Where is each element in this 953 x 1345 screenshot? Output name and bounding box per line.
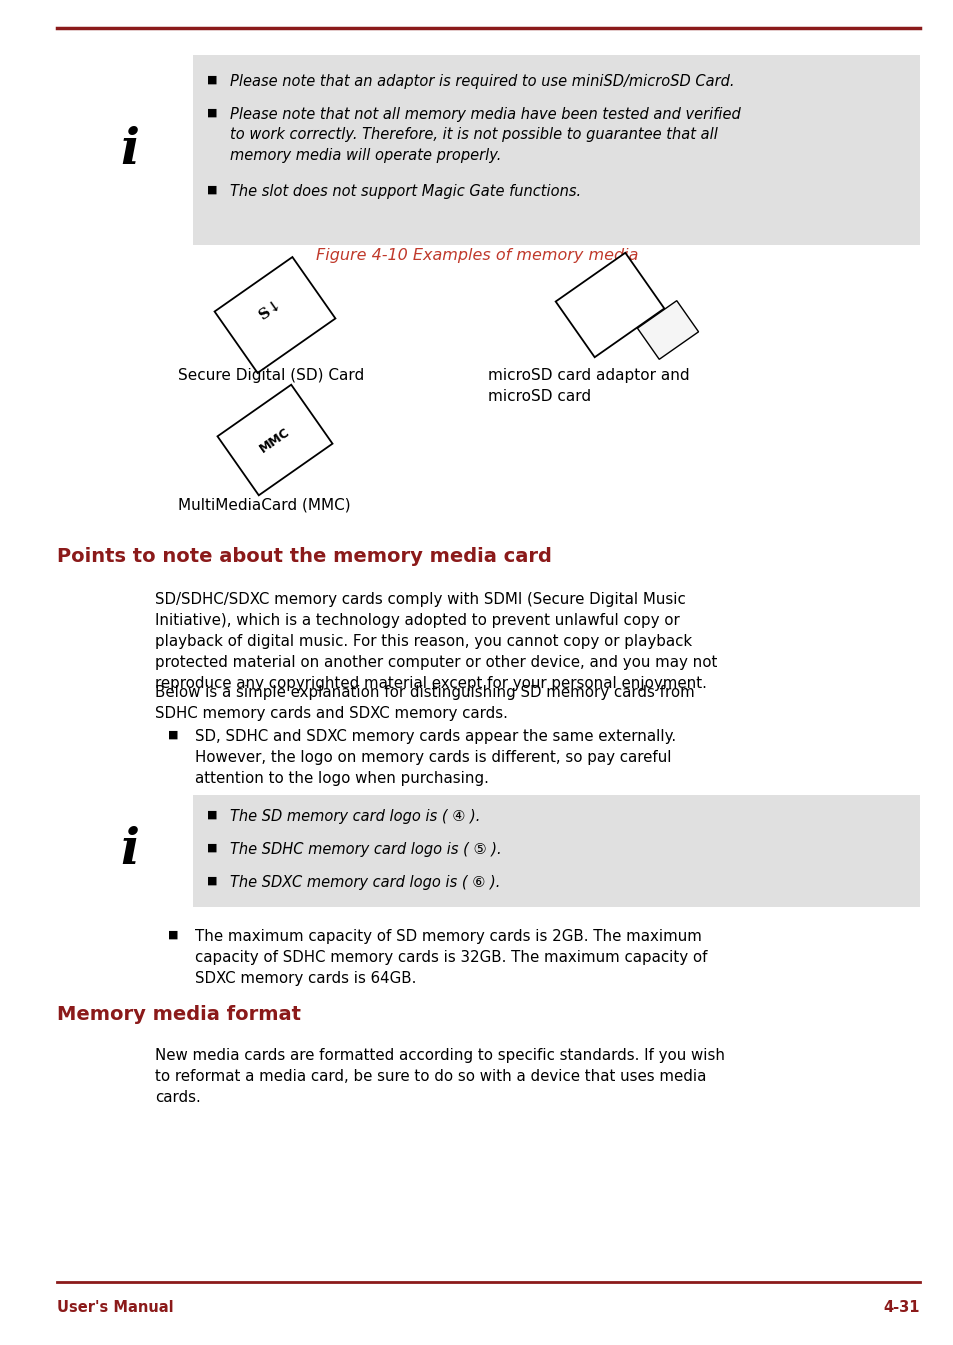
Text: ■: ■: [207, 810, 217, 820]
Text: User's Manual: User's Manual: [57, 1301, 173, 1315]
Text: SD, SDHC and SDXC memory cards appear the same externally.
However, the logo on : SD, SDHC and SDXC memory cards appear th…: [194, 729, 676, 785]
Text: Please note that not all memory media have been tested and verified
to work corr: Please note that not all memory media ha…: [230, 108, 740, 163]
Text: Secure Digital (SD) Card: Secure Digital (SD) Card: [178, 369, 364, 383]
Text: The SDXC memory card logo is ( ⑥ ).: The SDXC memory card logo is ( ⑥ ).: [230, 876, 500, 890]
Polygon shape: [555, 253, 663, 358]
Text: MMC: MMC: [257, 425, 293, 455]
Text: microSD card adaptor and
microSD card: microSD card adaptor and microSD card: [488, 369, 689, 404]
Polygon shape: [214, 257, 335, 373]
Text: New media cards are formatted according to specific standards. If you wish
to re: New media cards are formatted according …: [154, 1048, 724, 1106]
Text: ■: ■: [207, 876, 217, 886]
Text: SD/SDHC/SDXC memory cards comply with SDMI (Secure Digital Music
Initiative), wh: SD/SDHC/SDXC memory cards comply with SD…: [154, 592, 717, 691]
Text: ■: ■: [168, 730, 178, 740]
Text: 4-31: 4-31: [882, 1301, 919, 1315]
Text: Figure 4-10 Examples of memory media: Figure 4-10 Examples of memory media: [315, 247, 638, 264]
Text: ■: ■: [168, 929, 178, 940]
Text: ■: ■: [207, 75, 217, 85]
Text: i: i: [120, 125, 139, 175]
Text: The SDHC memory card logo is ( ⑤ ).: The SDHC memory card logo is ( ⑤ ).: [230, 842, 501, 857]
Text: Memory media format: Memory media format: [57, 1005, 301, 1024]
Bar: [193, 55, 919, 245]
Text: ■: ■: [207, 186, 217, 195]
Text: i: i: [120, 826, 139, 876]
Text: The SD memory card logo is ( ④ ).: The SD memory card logo is ( ④ ).: [230, 808, 480, 824]
Text: MultiMediaCard (MMC): MultiMediaCard (MMC): [178, 498, 351, 512]
Text: The maximum capacity of SD memory cards is 2GB. The maximum
capacity of SDHC mem: The maximum capacity of SD memory cards …: [194, 929, 707, 986]
Text: Please note that an adaptor is required to use miniSD/microSD Card.: Please note that an adaptor is required …: [230, 74, 734, 89]
Bar: [193, 795, 919, 907]
Text: ■: ■: [207, 843, 217, 853]
Text: The slot does not support Magic Gate functions.: The slot does not support Magic Gate fun…: [230, 184, 580, 199]
Text: Points to note about the memory media card: Points to note about the memory media ca…: [57, 547, 551, 566]
Polygon shape: [217, 385, 333, 495]
Polygon shape: [637, 301, 698, 359]
Text: ■: ■: [207, 108, 217, 118]
Text: S↓: S↓: [256, 297, 283, 323]
Text: Below is a simple explanation for distinguishing SD memory cards from
SDHC memor: Below is a simple explanation for distin…: [154, 685, 694, 721]
